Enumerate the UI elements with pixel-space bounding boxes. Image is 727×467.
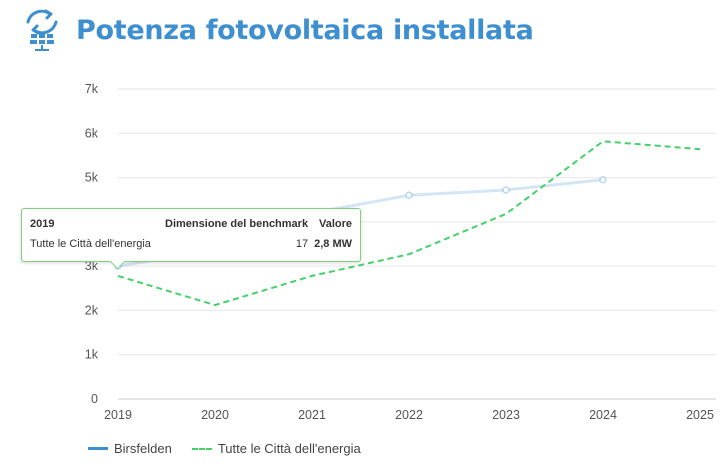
x-tick-label: 2019: [104, 408, 132, 422]
y-tick-label: 1k: [85, 348, 99, 362]
data-point[interactable]: [405, 191, 413, 200]
x-tick-label: 2024: [589, 408, 617, 422]
data-point[interactable]: [599, 176, 607, 184]
legend-swatch-dashed: [191, 447, 212, 450]
y-tick-label: 6k: [85, 126, 99, 140]
y-tick-label: 3k: [85, 259, 99, 273]
tooltip-row-value: 2,8 MW: [314, 238, 352, 250]
legend-swatch-solid: [88, 447, 108, 450]
data-point[interactable]: [502, 186, 510, 194]
legend-item-birsfelden[interactable]: Birsfelden: [88, 441, 172, 456]
y-tick-label: 5k: [85, 171, 99, 185]
y-tick-label: 2k: [85, 303, 99, 317]
y-tick-label: 7k: [85, 82, 99, 96]
x-tick-label: 2022: [395, 408, 423, 422]
legend-label-birsfelden: Birsfelden: [114, 441, 172, 456]
tooltip-year: 2019: [30, 218, 55, 230]
tooltip-row-benchmark: 17: [295, 238, 309, 250]
page-header: Potenza fotovoltaica installata: [20, 8, 534, 52]
legend-item-tutte-le-citta[interactable]: Tutte le Città dell'energia: [191, 441, 361, 456]
x-tick-label: 2025: [686, 408, 714, 422]
page-title: Potenza fotovoltaica installata: [76, 14, 534, 46]
tooltip-col-value: Valore: [318, 218, 352, 230]
tooltip-row-label: Tutte le Città dell'energia: [30, 238, 151, 250]
solar-panel-icon: [26, 9, 58, 51]
x-tick-label: 2021: [298, 408, 326, 422]
x-tick-label: 2020: [201, 408, 229, 422]
tooltip-col-benchmark: Dimensione del benchmark: [165, 218, 309, 230]
x-tick-label: 2023: [492, 408, 520, 422]
series-line-tutte-le-citta: [117, 140, 701, 307]
chart-legend: Birsfelden Tutte le Città dell'energia: [88, 441, 381, 456]
y-tick-label: 0: [91, 392, 98, 406]
legend-label-tutte-le-citta: Tutte le Città dell'energia: [217, 441, 361, 456]
chart-tooltip: 2019 Dimensione del benchmark Valore Tut…: [21, 208, 361, 262]
